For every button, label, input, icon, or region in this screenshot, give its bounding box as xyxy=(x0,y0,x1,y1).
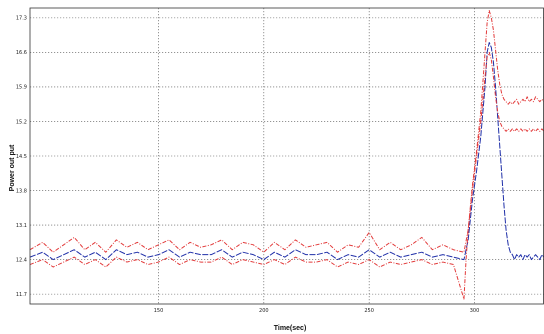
y-tick-label: 11.7 xyxy=(16,292,27,298)
y-tick-label: 16.6 xyxy=(16,50,27,56)
y-tick-label: 14.5 xyxy=(16,154,27,160)
plot-frame xyxy=(29,7,544,305)
x-axis-label: Time(sec) xyxy=(274,325,307,332)
x-tick-label: 200 xyxy=(259,308,269,314)
y-tick-label: 15.2 xyxy=(16,119,27,125)
y-tick-label: 13.1 xyxy=(16,223,27,229)
y-tick-label: 13.8 xyxy=(16,188,27,194)
series-line-mean xyxy=(29,42,544,261)
y-tick-label: 15.9 xyxy=(16,85,27,91)
grid-lines xyxy=(30,8,544,304)
x-tick-label: 250 xyxy=(364,308,374,314)
x-tick-label: 300 xyxy=(470,308,480,314)
y-tick-label: 17.3 xyxy=(16,16,27,22)
y-axis-label: Power out put xyxy=(9,144,16,191)
series-line-upper xyxy=(29,9,544,253)
x-tick-label: 150 xyxy=(154,308,164,314)
tick-labels: 150 200 250 300 11.7 12.4 13.1 13.8 14.5 15.2 15.9… xyxy=(16,16,479,314)
series-line-lower xyxy=(29,51,544,300)
y-tick-label: 12.4 xyxy=(16,257,27,263)
series-lines xyxy=(29,9,544,300)
